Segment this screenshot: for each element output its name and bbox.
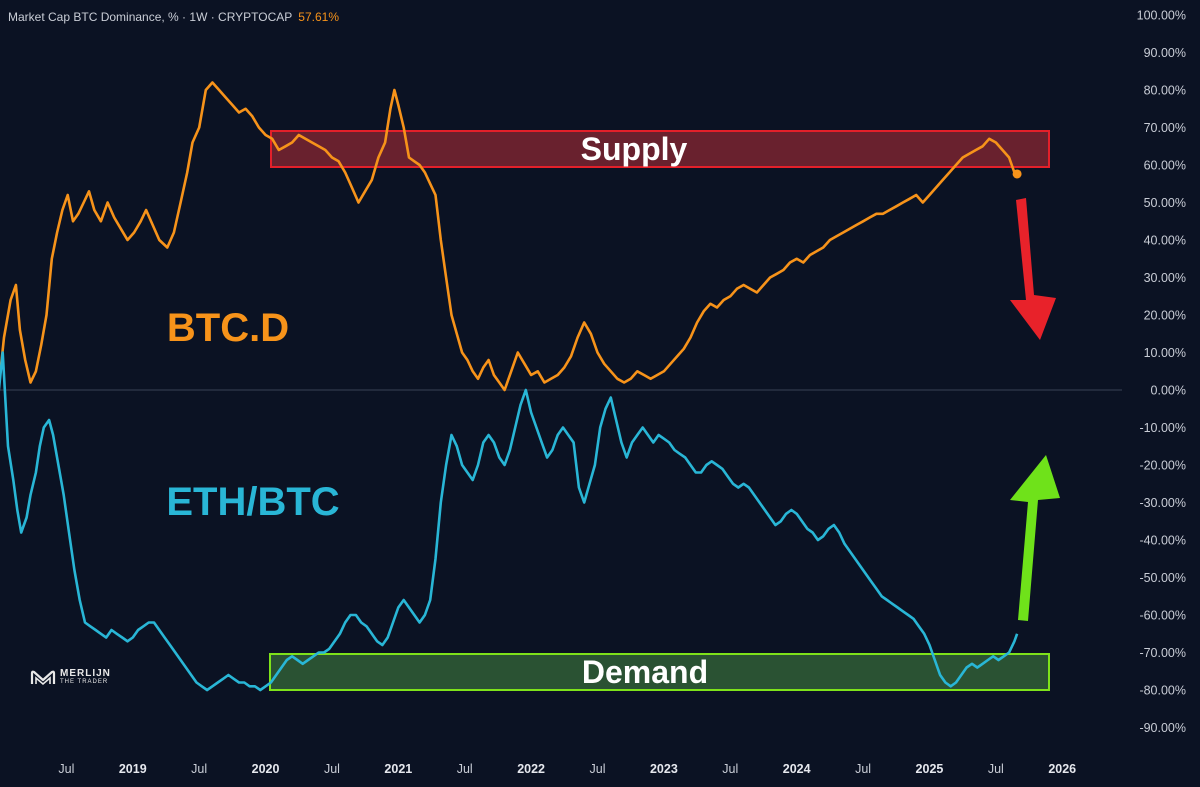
chart-title: Market Cap BTC Dominance, % · 1W · CRYPT… [8, 10, 293, 24]
y-tick-label: 70.00% [1144, 121, 1186, 135]
x-tick-label: Jul [988, 762, 1004, 776]
y-tick-label: -30.00% [1139, 496, 1186, 510]
y-tick-label: 60.00% [1144, 159, 1186, 173]
y-tick-label: 20.00% [1144, 309, 1186, 323]
x-tick-label: Jul [191, 762, 207, 776]
merlijn-logo-icon [30, 670, 56, 685]
btc-series-line [0, 81, 1018, 392]
x-tick-label: Jul [457, 762, 473, 776]
brand-logo: MERLIJN THE TRADER [30, 669, 111, 686]
y-tick-label: 30.00% [1144, 271, 1186, 285]
supply-label: Supply [581, 131, 688, 167]
y-tick-label: -50.00% [1139, 571, 1186, 585]
btc-last-point [1012, 169, 1022, 179]
x-tick-label: 2021 [384, 762, 412, 776]
x-tick-label: 2020 [252, 762, 280, 776]
last-value: 57.61% [298, 10, 339, 24]
x-tick-label: 2025 [916, 762, 944, 776]
x-tick-label: 2022 [517, 762, 545, 776]
x-tick-label: 2026 [1048, 762, 1076, 776]
y-tick-label: 100.00% [1137, 9, 1186, 23]
series-layer [0, 81, 1022, 692]
logo-text: MERLIJN THE TRADER [60, 669, 111, 686]
y-tick-label: 10.00% [1144, 346, 1186, 360]
down-arrow-icon [1010, 198, 1056, 340]
y-tick-label: 90.00% [1144, 46, 1186, 60]
demand-zone [269, 653, 1050, 691]
x-tick-label: 2019 [119, 762, 147, 776]
y-tick-label: 40.00% [1144, 234, 1186, 248]
y-tick-label: -60.00% [1139, 609, 1186, 623]
y-tick-label: -70.00% [1139, 646, 1186, 660]
x-tick-label: 2023 [650, 762, 678, 776]
supply-zone [270, 130, 1050, 168]
y-axis: 100.00% 90.00% 80.00% 70.00% 60.00% 50.00% 40.… [1137, 9, 1186, 736]
y-tick-label: -90.00% [1139, 721, 1186, 735]
y-tick-label: 0.00% [1151, 384, 1186, 398]
y-tick-label: -20.00% [1139, 459, 1186, 473]
logo-subtitle: THE TRADER [60, 679, 109, 685]
demand-label: Demand [582, 654, 708, 690]
chart-header: Market Cap BTC Dominance, % · 1W · CRYPT… [8, 10, 339, 24]
y-tick-label: 50.00% [1144, 196, 1186, 210]
y-tick-label: 80.00% [1144, 84, 1186, 98]
eth-series-line [0, 351, 1019, 692]
x-tick-label: Jul [855, 762, 871, 776]
y-tick-label: -10.00% [1139, 421, 1186, 435]
y-tick-label: -80.00% [1139, 684, 1186, 698]
zones-layer: Supply Demand [0, 130, 1122, 691]
x-tick-label: Jul [58, 762, 74, 776]
x-tick-label: Jul [722, 762, 738, 776]
x-tick-label: Jul [324, 762, 340, 776]
y-tick-label: -40.00% [1139, 534, 1186, 548]
up-arrow-icon [1010, 455, 1060, 621]
logo-name: MERLIJN [60, 668, 111, 679]
eth-series-label: ETH/BTC [166, 480, 339, 524]
x-axis: Jul 2019 Jul 2020 Jul 2021 Jul 2022 Jul 2023 Jul 20… [58, 762, 1076, 776]
annotations-layer: BTC.D ETH/BTC [166, 198, 1060, 621]
btc-series-label: BTC.D [167, 306, 289, 350]
x-tick-label: 2024 [783, 762, 811, 776]
x-tick-label: Jul [590, 762, 606, 776]
